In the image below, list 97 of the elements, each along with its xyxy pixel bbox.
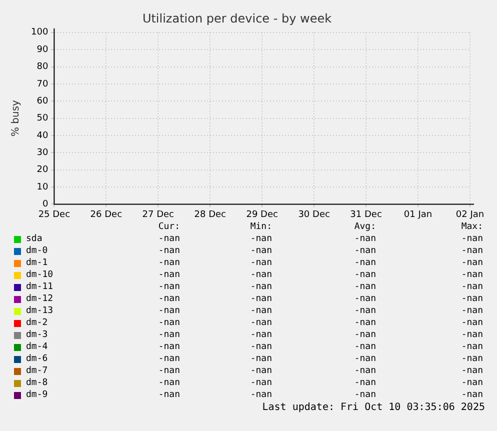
text: -nan [354,282,376,292]
text: -nan [250,342,272,352]
x-tick-label: 01 Jan [404,210,432,220]
text: -nan [158,342,180,352]
text: -nan [461,282,483,292]
text: -nan [158,270,180,280]
text: -nan [354,342,376,352]
text: -nan [461,246,483,256]
y-tick-label: 90 [36,44,48,55]
legend-label: dm-10 [26,270,54,280]
chart-title: Utilization per device - by week [142,11,332,26]
text: Avg: [354,222,376,232]
legend-label: dm-9 [26,390,48,400]
text: -nan [354,390,376,400]
y-tick-label: 70 [36,79,48,90]
text: -nan [354,294,376,304]
text: -nan [461,354,483,364]
text: -nan [158,282,180,292]
text: -nan [461,318,483,328]
text: -nan [250,306,272,316]
text: -nan [354,234,376,244]
y-tick-label: 80 [36,62,48,72]
x-tick-label: 25 Dec [38,210,70,220]
text: Last update: Fri Oct 10 03:35:06 2025 [262,402,485,413]
text: -nan [250,378,272,388]
text: -nan [250,330,272,340]
text: -nan [158,234,180,244]
text: -nan [250,246,272,256]
text: -nan [354,366,376,376]
text: -nan [158,378,180,388]
text: -nan [354,330,376,340]
text: -nan [461,306,483,316]
legend-label: dm-13 [26,306,54,316]
legend-label: dm-8 [26,378,48,388]
text: -nan [461,330,483,340]
y-tick-label: 40 [36,130,48,141]
text: -nan [250,354,272,364]
text: -nan [354,258,376,268]
text: -nan [250,294,272,304]
x-tick-label: 28 Dec [194,210,226,220]
text: -nan [158,246,180,256]
x-tick-label: 02 Jan [456,210,484,220]
legend-label: dm-11 [26,282,54,292]
x-tick-label: 26 Dec [90,210,122,220]
text: -nan [354,378,376,388]
legend-label: dm-7 [26,366,48,376]
text: -nan [158,330,180,340]
text: -nan [461,366,483,376]
x-tick-label: 30 Dec [298,210,330,220]
y-tick-label: 100 [30,28,48,38]
text: Min: [250,222,272,232]
y-tick-label: 50 [36,114,48,124]
text: -nan [158,318,180,328]
y-tick-label: 20 [36,165,48,176]
text: -nan [354,246,376,256]
text: -nan [354,270,376,280]
y-tick-label: 60 [36,96,48,106]
x-tick-label: 31 Dec [350,210,382,220]
x-tick-label: 27 Dec [142,210,174,220]
text: -nan [158,306,180,316]
text: -nan [250,258,272,268]
text: -nan [250,234,272,244]
y-axis-title: % busy [10,100,22,137]
x-tick-label: 29 Dec [246,210,278,220]
legend-label: dm-4 [26,342,48,352]
legend-label: dm-3 [26,330,48,340]
legend-label: dm-1 [26,258,48,268]
text: -nan [250,318,272,328]
text: -nan [158,390,180,400]
legend-label: dm-2 [26,318,48,328]
text: -nan [354,318,376,328]
text: -nan [250,270,272,280]
text: -nan [250,390,272,400]
text: -nan [461,378,483,388]
text: -nan [461,390,483,400]
legend-label: dm-0 [26,246,48,256]
text: -nan [354,354,376,364]
text: -nan [250,282,272,292]
text: -nan [158,258,180,268]
text: -nan [461,342,483,352]
text: Max: [461,222,483,232]
y-tick-label: 30 [36,148,48,158]
text: -nan [461,234,483,244]
text: -nan [461,294,483,304]
text: -nan [158,366,180,376]
text: -nan [158,354,180,364]
legend-label: dm-12 [26,294,54,304]
legend-label: sda [26,234,42,244]
text: Cur: [158,222,180,232]
text: -nan [354,306,376,316]
legend-label: dm-6 [26,354,48,364]
y-tick-label: 10 [36,182,48,192]
text: -nan [158,294,180,304]
text: -nan [461,270,483,280]
text: -nan [250,366,272,376]
text: -nan [461,258,483,268]
y-tick-label: 0 [42,200,48,210]
